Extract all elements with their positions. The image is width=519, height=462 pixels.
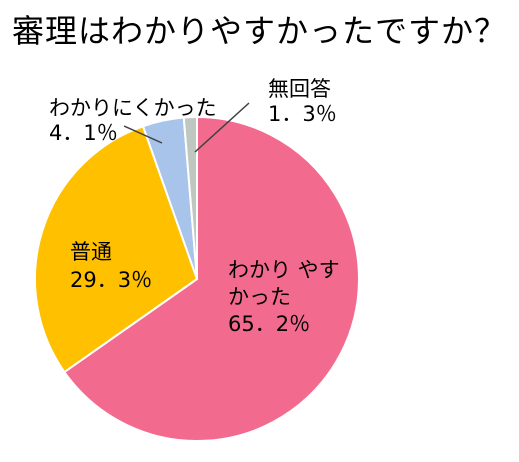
pie-slice-3	[182, 115, 198, 280]
slice-label-0-1: かった	[228, 285, 291, 309]
leader-line-3	[194, 102, 250, 153]
pie-slice-1	[34, 124, 199, 374]
slice-label-2-0: わかりにくかった	[49, 96, 217, 120]
leader-line-2	[123, 125, 163, 144]
slice-label-0-0: わかり やす	[228, 258, 340, 282]
slice-value-0: 65．2％	[228, 312, 310, 336]
pie-slice-0	[62, 115, 360, 442]
slice-value-3: 1．3％	[268, 102, 337, 126]
slice-value-2: 4．1％	[49, 121, 118, 145]
slice-value-1: 29．3％	[70, 268, 152, 292]
chart-title: 審理はわかりやすかったですか？	[11, 12, 507, 50]
slice-label-1-0: 普通	[70, 240, 112, 264]
slice-label-3-0: 無回答	[268, 77, 331, 101]
